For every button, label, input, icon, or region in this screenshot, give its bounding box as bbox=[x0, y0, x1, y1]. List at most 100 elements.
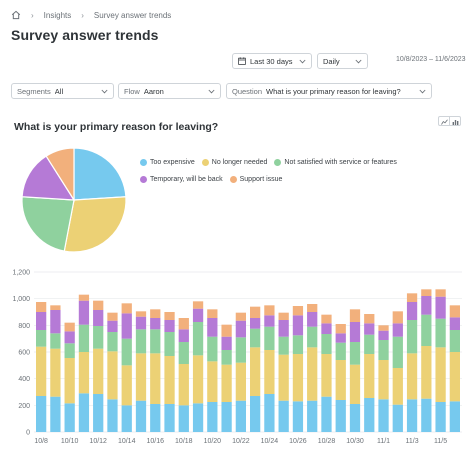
bar-segment[interactable] bbox=[50, 333, 61, 349]
bar-segment[interactable] bbox=[321, 354, 332, 397]
bar-segment[interactable] bbox=[207, 402, 218, 432]
bar-segment[interactable] bbox=[406, 302, 418, 320]
bar-segment[interactable] bbox=[292, 306, 304, 316]
bar-segment[interactable] bbox=[64, 322, 75, 332]
bar-segment[interactable] bbox=[406, 353, 418, 400]
bar-segment[interactable] bbox=[64, 343, 75, 358]
bar-segment[interactable] bbox=[335, 324, 346, 334]
bar-segment[interactable] bbox=[121, 313, 132, 339]
bar-segment[interactable] bbox=[364, 398, 375, 432]
bar-segment[interactable] bbox=[221, 364, 232, 402]
bar-segment[interactable] bbox=[93, 310, 104, 326]
legend-item[interactable]: Temporary, will be back bbox=[140, 172, 223, 187]
bar-segment[interactable] bbox=[121, 405, 132, 432]
bar-segment[interactable] bbox=[36, 396, 47, 432]
bar-segment[interactable] bbox=[449, 317, 460, 330]
bar-segment[interactable] bbox=[207, 318, 218, 337]
bar-segment[interactable] bbox=[107, 332, 118, 352]
bar-segment[interactable] bbox=[178, 405, 189, 432]
bar-segment[interactable] bbox=[264, 305, 275, 316]
bar-segment[interactable] bbox=[36, 302, 47, 312]
bar-segment[interactable] bbox=[392, 323, 403, 337]
bar-segment[interactable] bbox=[264, 350, 275, 394]
bar-segment[interactable] bbox=[235, 337, 246, 363]
bar-segment[interactable] bbox=[449, 352, 460, 402]
bar-segment[interactable] bbox=[349, 404, 361, 432]
bar-segment[interactable] bbox=[378, 330, 389, 340]
bar-segment[interactable] bbox=[64, 358, 75, 404]
bar-segment[interactable] bbox=[164, 320, 175, 332]
bar-segment[interactable] bbox=[278, 336, 289, 355]
bar-segment[interactable] bbox=[364, 314, 375, 324]
pie-slice[interactable] bbox=[21, 155, 76, 201]
legend-item[interactable]: Not satisfied with service or features bbox=[274, 155, 397, 170]
bar-segment[interactable] bbox=[78, 300, 90, 325]
bar-segment[interactable] bbox=[292, 354, 304, 402]
bar-segment[interactable] bbox=[93, 300, 104, 310]
bar-segment[interactable] bbox=[207, 309, 218, 318]
bar-segment[interactable] bbox=[335, 360, 346, 400]
legend-item[interactable]: No longer needed bbox=[201, 155, 267, 170]
bar-segment[interactable] bbox=[307, 400, 318, 432]
bar-segment[interactable] bbox=[64, 331, 75, 344]
bar-segment[interactable] bbox=[78, 393, 90, 432]
bar-segment[interactable] bbox=[392, 311, 403, 324]
bar-segment[interactable] bbox=[378, 340, 389, 360]
bar-segment[interactable] bbox=[178, 342, 189, 364]
bar-segment[interactable] bbox=[435, 347, 446, 402]
bar-segment[interactable] bbox=[378, 360, 389, 400]
bar-segment[interactable] bbox=[207, 336, 218, 362]
bar-segment[interactable] bbox=[307, 347, 318, 401]
legend-item[interactable]: Too expensive bbox=[140, 155, 195, 170]
bar-segment[interactable] bbox=[178, 364, 189, 406]
bar-segment[interactable] bbox=[150, 318, 161, 330]
bar-segment[interactable] bbox=[364, 334, 375, 354]
bar-segment[interactable] bbox=[150, 309, 161, 318]
bar-segment[interactable] bbox=[364, 354, 375, 398]
bar-segment[interactable] bbox=[321, 314, 332, 324]
bar-segment[interactable] bbox=[278, 320, 289, 337]
bar-segment[interactable] bbox=[435, 296, 446, 319]
bar-segment[interactable] bbox=[121, 365, 132, 406]
bar-segment[interactable] bbox=[164, 332, 175, 356]
bar-segment[interactable] bbox=[392, 336, 403, 368]
bar-segment[interactable] bbox=[435, 289, 446, 297]
bar-segment[interactable] bbox=[321, 396, 332, 432]
bar-segment[interactable] bbox=[307, 326, 318, 348]
bar-segment[interactable] bbox=[250, 318, 261, 329]
bar-segment[interactable] bbox=[250, 396, 261, 432]
bar-segment[interactable] bbox=[235, 400, 246, 432]
bar-segment[interactable] bbox=[435, 402, 446, 432]
bar-segment[interactable] bbox=[192, 322, 204, 356]
bar-segment[interactable] bbox=[392, 404, 403, 432]
bar-segment[interactable] bbox=[135, 353, 147, 401]
bar-segment[interactable] bbox=[178, 318, 189, 330]
bar-segment[interactable] bbox=[50, 310, 61, 334]
bar-segment[interactable] bbox=[78, 324, 90, 352]
bar-segment[interactable] bbox=[221, 402, 232, 432]
bar-segment[interactable] bbox=[364, 323, 375, 335]
bar-segment[interactable] bbox=[292, 401, 304, 432]
flow-select[interactable]: Flow Aaron bbox=[118, 83, 221, 99]
bar-segment[interactable] bbox=[50, 396, 61, 432]
home-icon[interactable] bbox=[10, 10, 21, 21]
bar-segment[interactable] bbox=[164, 356, 175, 404]
pie-slice[interactable] bbox=[21, 196, 75, 252]
bar-segment[interactable] bbox=[192, 308, 204, 322]
bar-segment[interactable] bbox=[135, 329, 147, 354]
bar-segment[interactable] bbox=[78, 294, 90, 301]
bar-segment[interactable] bbox=[221, 336, 232, 350]
bar-segment[interactable] bbox=[150, 329, 161, 354]
bar-segment[interactable] bbox=[264, 394, 275, 432]
bar-segment[interactable] bbox=[235, 320, 246, 338]
bar-segment[interactable] bbox=[107, 312, 118, 321]
bar-segment[interactable] bbox=[449, 401, 460, 432]
bar-segment[interactable] bbox=[107, 399, 118, 432]
bar-segment[interactable] bbox=[349, 342, 361, 365]
bar-segment[interactable] bbox=[50, 305, 61, 310]
segments-select[interactable]: Segments All bbox=[11, 83, 114, 99]
bar-segment[interactable] bbox=[64, 403, 75, 432]
legend-item[interactable]: Support issue bbox=[229, 172, 282, 187]
date-range-select[interactable]: Last 30 days bbox=[232, 53, 312, 69]
bar-segment[interactable] bbox=[250, 347, 261, 396]
